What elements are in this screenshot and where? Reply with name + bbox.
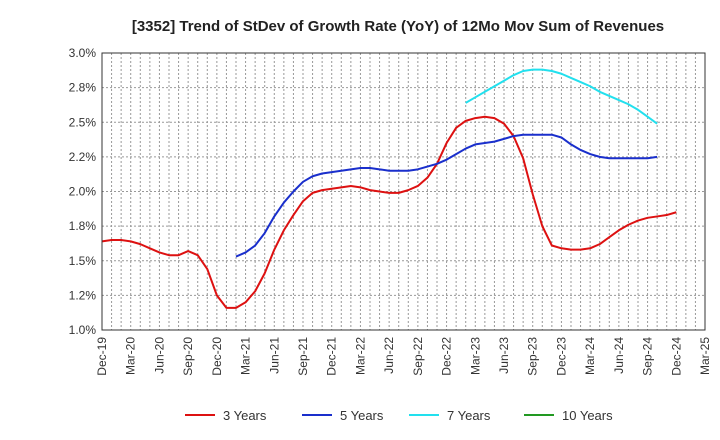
x-tick-label: Sep-21 [296, 337, 310, 376]
x-tick-label: Dec-19 [95, 337, 109, 376]
legend-label: 5 Years [340, 408, 384, 423]
chart-title: [3352] Trend of StDev of Growth Rate (Yo… [132, 18, 664, 35]
x-tick-label: Sep-22 [411, 337, 425, 376]
x-tick-label: Jun-24 [612, 337, 626, 374]
x-tick-label: Sep-23 [526, 337, 540, 376]
x-tick-label: Dec-23 [554, 337, 568, 376]
x-tick-label: Jun-22 [382, 337, 396, 374]
x-axis: Dec-19 Mar-20 Jun-20 Sep-20 Dec-20 Mar-21 Jun-… [95, 337, 712, 376]
legend-label: 3 Years [223, 408, 267, 423]
x-tick-label: Jun-21 [267, 337, 281, 374]
y-tick-label: 3.0% [69, 46, 97, 60]
x-tick-label: Jun-20 [152, 337, 166, 374]
legend-label: 10 Years [562, 408, 613, 423]
y-axis: 1.0% 1.2% 1.5% 1.8% 2.0% 2.2% 2.5% 2.8% 3.0% [69, 46, 97, 337]
x-tick-label: Mar-24 [583, 337, 597, 375]
plot-border [101, 52, 706, 331]
series-line-3-years [101, 115, 677, 309]
x-tick-label: Mar-20 [124, 337, 138, 375]
x-tick-label: Mar-25 [698, 337, 712, 375]
series-line-5-years [235, 133, 658, 258]
x-tick-label: Dec-20 [210, 337, 224, 376]
x-tick-label: Mar-22 [353, 337, 367, 375]
y-tick-label: 2.2% [69, 150, 97, 164]
x-tick-label: Sep-24 [641, 337, 655, 376]
legend-label: 7 Years [447, 408, 491, 423]
x-tick-label: Mar-23 [468, 337, 482, 375]
y-tick-label: 1.5% [69, 254, 97, 268]
series-line-7-years [465, 68, 658, 125]
y-tick-label: 2.8% [69, 81, 97, 95]
x-tick-label: Dec-24 [669, 337, 683, 376]
y-tick-label: 2.0% [69, 185, 97, 199]
legend: 3 Years 5 Years 7 Years 10 Years [185, 408, 613, 423]
x-tick-label: Dec-21 [325, 337, 339, 376]
y-tick-label: 1.8% [69, 219, 97, 233]
y-tick-label: 2.5% [69, 115, 97, 129]
y-tick-label: 1.2% [69, 288, 97, 302]
series-layer [101, 68, 677, 309]
x-tick-label: Mar-21 [239, 337, 253, 375]
x-tick-label: Dec-22 [440, 337, 454, 376]
x-tick-label: Sep-20 [181, 337, 195, 376]
x-tick-label: Jun-23 [497, 337, 511, 374]
y-tick-label: 1.0% [69, 323, 97, 337]
